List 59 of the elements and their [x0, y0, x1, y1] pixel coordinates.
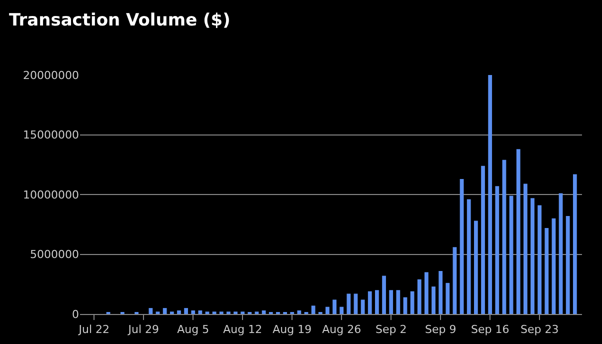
- chart-title: Transaction Volume ($): [9, 10, 230, 31]
- x-tick-label: Jul 29: [127, 323, 160, 336]
- y-tick-label: 15000000: [23, 128, 79, 142]
- bar: [360, 300, 365, 314]
- bar: [354, 294, 358, 314]
- bar: [382, 276, 386, 314]
- bar: [375, 290, 379, 314]
- bar: [481, 166, 485, 314]
- bar: [509, 196, 514, 314]
- y-tick-label: 20000000: [23, 68, 79, 82]
- bar: [424, 272, 428, 314]
- bar: [262, 310, 266, 314]
- bar: [177, 310, 181, 314]
- bar: [438, 270, 443, 314]
- bar: [389, 290, 394, 314]
- bar: [326, 306, 330, 314]
- x-tick-label: Sep 16: [470, 323, 510, 336]
- x-tick-label: Aug 5: [177, 323, 210, 336]
- bar: [460, 178, 464, 314]
- bar: [523, 184, 528, 314]
- bar: [466, 199, 471, 314]
- bar: [396, 290, 400, 314]
- bar: [191, 310, 196, 314]
- x-tick-label: Aug 12: [223, 323, 262, 336]
- bar: [495, 186, 500, 314]
- x-tick-label: Sep 9: [424, 323, 456, 336]
- bar: [552, 218, 556, 314]
- y-tick-label: 10000000: [23, 188, 79, 202]
- x-tick-label: Sep 2: [375, 323, 407, 336]
- bar: [516, 149, 520, 314]
- y-tick-label: 5000000: [30, 248, 79, 262]
- bar: [410, 291, 414, 314]
- bar: [452, 247, 457, 314]
- bar: [432, 286, 436, 314]
- bar: [148, 308, 153, 314]
- x-tick-label: Aug 19: [272, 323, 312, 336]
- bar: [311, 306, 316, 314]
- bar: [488, 75, 492, 314]
- bar: [572, 174, 577, 314]
- bar: [368, 291, 372, 314]
- bar: [332, 300, 336, 314]
- bar: [566, 216, 570, 314]
- bar: [474, 220, 478, 314]
- bar: [297, 310, 302, 314]
- x-tick-label: Aug 26: [322, 323, 362, 336]
- bar: [184, 308, 188, 314]
- bar: [544, 228, 549, 314]
- bar: [530, 198, 534, 314]
- x-tick-label: Jul 22: [78, 323, 110, 336]
- bar: [446, 282, 450, 314]
- bar: [346, 294, 351, 314]
- y-tick-label: 0: [72, 308, 79, 321]
- x-tick-label: Sep 23: [520, 323, 559, 336]
- bar: [340, 306, 344, 314]
- bar: [558, 193, 563, 314]
- bar: [417, 279, 422, 314]
- bar: [538, 205, 542, 314]
- bar: [162, 308, 167, 314]
- bar: [502, 160, 506, 314]
